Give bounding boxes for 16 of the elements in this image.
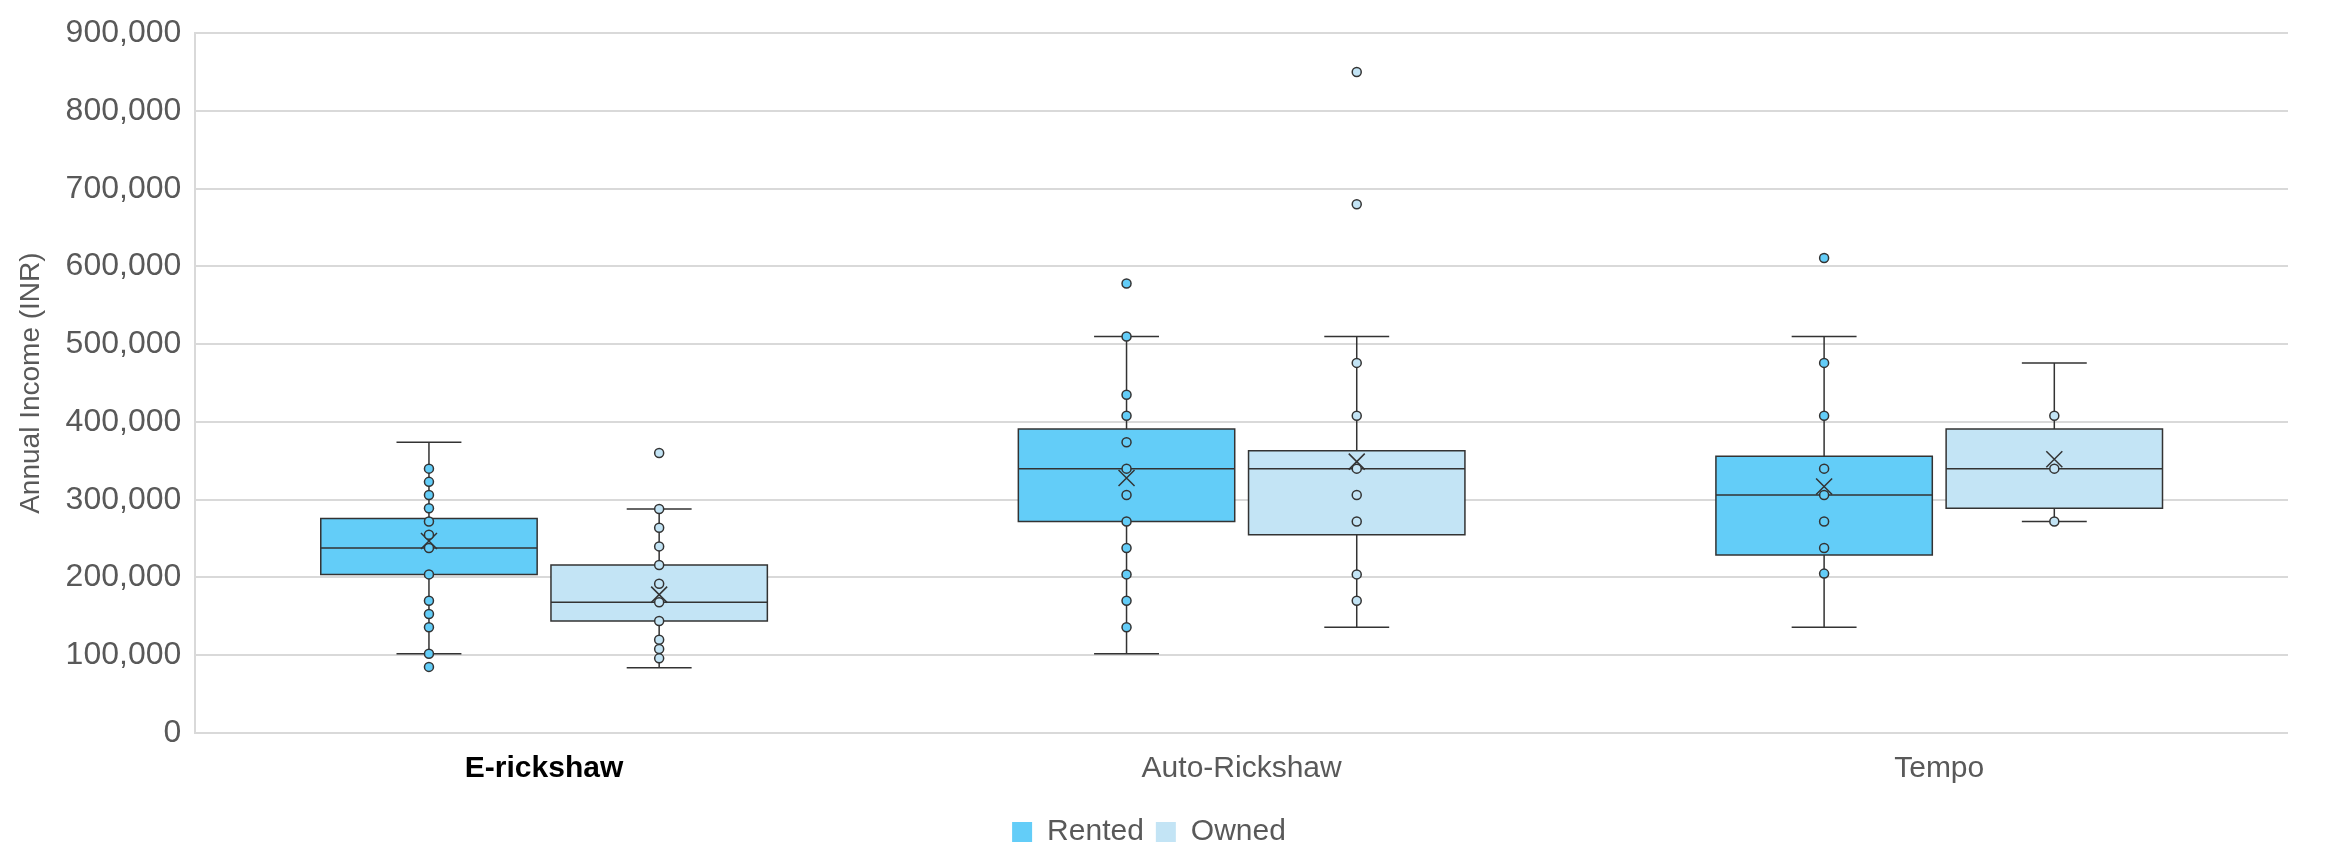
x-tick-label: Auto-Rickshaw: [1141, 750, 1342, 784]
legend-label: Rented: [1047, 813, 1144, 847]
y-tick-label: 900,000: [65, 13, 182, 50]
y-tick-label: 600,000: [65, 246, 182, 283]
y-tick-label: 700,000: [65, 168, 182, 205]
x-tick-label: E-rickshaw: [464, 750, 624, 784]
y-tick-label: 200,000: [65, 557, 182, 594]
y-tick-label: 0: [163, 712, 182, 749]
legend-label: Owned: [1190, 813, 1286, 847]
y-tick-label: 800,000: [65, 90, 182, 127]
y-axis-title: Annual Income (INR): [13, 252, 45, 514]
y-tick-label: 400,000: [65, 401, 182, 438]
y-tick-label: 100,000: [65, 635, 182, 672]
x-tick-label: Tempo: [1894, 750, 1985, 784]
y-tick-label: 300,000: [65, 479, 182, 516]
y-tick-label: 500,000: [65, 324, 182, 361]
